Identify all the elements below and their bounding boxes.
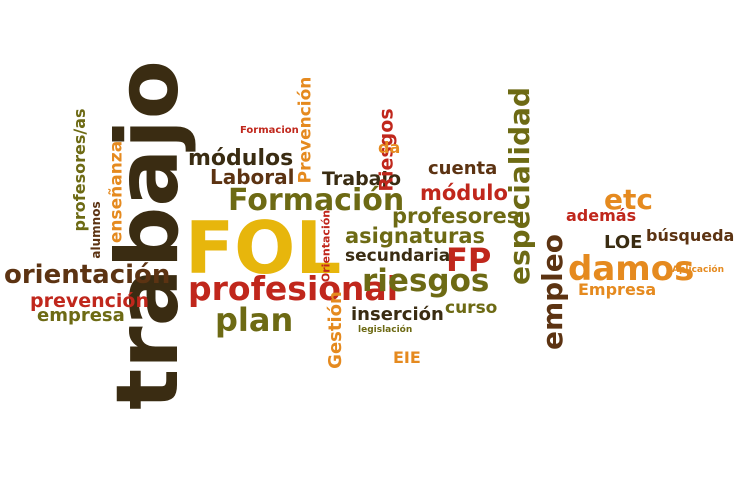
word-profesores-as: profesores/as bbox=[70, 108, 89, 232]
word-empresa: empresa bbox=[37, 305, 125, 326]
word-especialidad: especialidad bbox=[503, 87, 536, 285]
word-prevencion: prevención bbox=[30, 290, 150, 312]
word-fp: FP bbox=[446, 241, 492, 279]
word-gestion: Gestión bbox=[325, 291, 346, 369]
word-da: da bbox=[378, 138, 401, 157]
word-insercion: inserción bbox=[351, 304, 444, 325]
word-curso: curso bbox=[445, 298, 498, 318]
word-formacion: Formación bbox=[228, 183, 405, 218]
word-modulos: módulos bbox=[188, 146, 294, 171]
word-profesional: profesional bbox=[188, 269, 399, 308]
word-asignaturas: asignaturas bbox=[345, 224, 486, 248]
word-busqueda: búsqueda bbox=[646, 226, 735, 245]
word-fol: FOL bbox=[185, 206, 342, 290]
word-orientacion: orientación bbox=[4, 260, 171, 290]
word-loe: LOE bbox=[604, 232, 643, 253]
word-legislacion: legislación bbox=[358, 325, 413, 335]
word-profesores: profesores bbox=[392, 204, 520, 228]
word-cuenta: cuenta bbox=[428, 158, 498, 179]
word-prevencion-cap: Prevención bbox=[295, 76, 316, 184]
word-alumnos: alumnos bbox=[89, 201, 103, 259]
word-formacion-small: Formacion bbox=[240, 125, 299, 136]
word-etc: etc bbox=[604, 183, 653, 216]
word-secundaria: secundaria bbox=[345, 246, 451, 266]
word-modulo: módulo bbox=[420, 181, 508, 205]
word-eie: EIE bbox=[393, 348, 421, 367]
word-orientacion-small: Orientación bbox=[319, 209, 333, 283]
word-empleo: empleo bbox=[536, 233, 569, 351]
word-riesgos: riesgos bbox=[362, 263, 490, 299]
word-plan: plan bbox=[215, 301, 294, 339]
word-ademas: además bbox=[566, 206, 637, 225]
word-trabajo-small: Trabajo bbox=[322, 168, 402, 190]
word-damos: damos bbox=[568, 249, 695, 289]
word-aplicacion: Aplicación bbox=[672, 265, 724, 275]
word-empresa-cap: Empresa bbox=[578, 280, 657, 299]
word-laboral: Laboral bbox=[210, 165, 295, 189]
word-ensenanza: enseñanza bbox=[106, 140, 127, 244]
